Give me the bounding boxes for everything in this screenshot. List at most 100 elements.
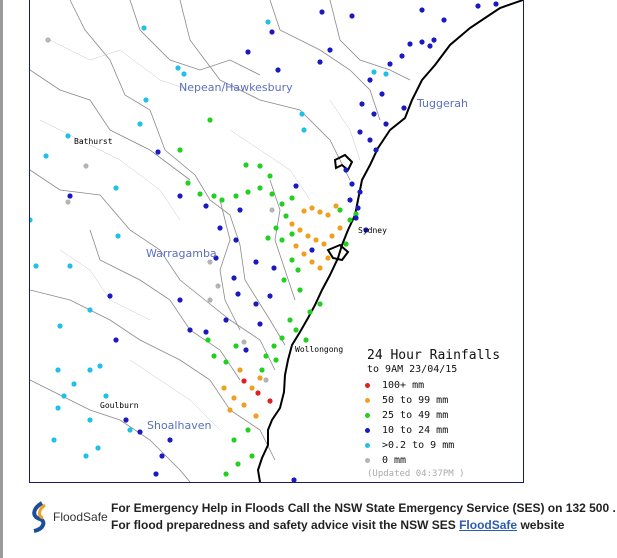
gauge-dot bbox=[237, 207, 243, 213]
gauge-dot bbox=[289, 257, 295, 263]
gauge-dot bbox=[227, 407, 233, 413]
footer: FloodSafe For Emergency Help in Floods C… bbox=[28, 497, 616, 537]
floodsafe-logo[interactable]: FloodSafe bbox=[28, 501, 108, 533]
legend-label: 0 mm bbox=[382, 455, 407, 466]
gauge-dot bbox=[213, 255, 219, 261]
gauge-dot bbox=[185, 180, 191, 186]
legend-item: 50 to 99 mm bbox=[362, 393, 454, 408]
gauge-dot bbox=[211, 193, 217, 199]
floodsafe-logo-icon bbox=[32, 501, 46, 533]
rainfall-map: Nepean/Hawkesbury Tuggerah Warragamba Sh… bbox=[29, 0, 524, 483]
gauge-dot bbox=[379, 91, 385, 97]
gauge-dot bbox=[317, 301, 323, 307]
legend-swatch bbox=[365, 443, 370, 448]
gauge-dot bbox=[289, 231, 295, 237]
gauge-dot bbox=[407, 41, 413, 47]
floodsafe-link[interactable]: FloodSafe bbox=[459, 518, 518, 532]
gauge-dot bbox=[283, 213, 289, 219]
legend-label: 10 to 24 mm bbox=[382, 425, 449, 436]
footer-advice-suffix: website bbox=[517, 518, 565, 532]
gauge-dot bbox=[357, 129, 363, 135]
gauge-dot bbox=[249, 385, 255, 391]
rain-gauges bbox=[30, 1, 499, 482]
coastline bbox=[256, 0, 523, 482]
gauge-dot bbox=[233, 343, 239, 349]
footer-advice-prefix: For flood preparedness and safety advice… bbox=[111, 518, 460, 532]
gauge-dot bbox=[267, 293, 273, 299]
gauge-dot bbox=[441, 17, 447, 23]
gauge-dot bbox=[363, 227, 369, 233]
gauge-dot bbox=[61, 393, 67, 399]
gauge-dot bbox=[287, 317, 293, 323]
gauge-dot bbox=[231, 275, 237, 281]
gauge-dot bbox=[275, 67, 281, 73]
gauge-dot bbox=[383, 71, 389, 77]
gauge-dot bbox=[207, 297, 213, 303]
gauge-dot bbox=[475, 3, 481, 9]
town-label-sydney: Sydney bbox=[358, 226, 387, 235]
legend-subtitle: to 9AM 23/04/15 bbox=[367, 364, 458, 375]
footer-advice-line: For flood preparedness and safety advice… bbox=[111, 518, 564, 532]
gauge-dot bbox=[265, 235, 271, 241]
gauge-dot bbox=[181, 71, 187, 77]
gauge-dot bbox=[387, 61, 393, 67]
gauge-dot bbox=[211, 353, 217, 359]
gauge-dot bbox=[123, 417, 129, 423]
gauge-dot bbox=[257, 375, 263, 381]
gauge-dot bbox=[67, 263, 73, 269]
gauge-dot bbox=[257, 321, 263, 327]
gauge-dot bbox=[233, 193, 239, 199]
gauge-dot bbox=[301, 127, 307, 133]
gauge-dot bbox=[317, 209, 323, 215]
gauge-dot bbox=[347, 197, 353, 203]
gauge-dot bbox=[367, 77, 373, 83]
gauge-dot bbox=[279, 335, 285, 341]
legend-label: 25 to 49 mm bbox=[382, 410, 449, 421]
gauge-dot bbox=[143, 97, 149, 103]
gauge-dot bbox=[333, 203, 339, 209]
gauge-dot bbox=[177, 193, 183, 199]
gauge-dot bbox=[279, 201, 285, 207]
gauge-dot bbox=[309, 259, 315, 265]
gauge-dot bbox=[57, 323, 63, 329]
gauge-dot bbox=[353, 211, 359, 217]
gauge-dot bbox=[263, 353, 269, 359]
gauge-dot bbox=[267, 398, 273, 404]
gauge-dot bbox=[265, 19, 271, 25]
gauge-dot bbox=[87, 417, 93, 423]
gauge-dot bbox=[303, 337, 309, 343]
gauge-dot bbox=[159, 453, 165, 459]
gauge-dot bbox=[343, 167, 349, 173]
gauge-dot bbox=[103, 393, 109, 399]
gauge-dot bbox=[223, 359, 229, 365]
gauge-dot bbox=[51, 437, 57, 443]
gauge-dot bbox=[291, 477, 297, 482]
gauge-dot bbox=[317, 265, 323, 271]
legend-item: 0 mm bbox=[362, 453, 454, 468]
gauge-dot bbox=[113, 337, 119, 343]
gauge-dot bbox=[301, 208, 307, 214]
legend-swatch bbox=[365, 458, 370, 463]
legend-label: >0.2 to 9 mm bbox=[382, 440, 455, 451]
gauge-dot bbox=[317, 59, 323, 65]
gauge-dot bbox=[253, 259, 259, 265]
gauge-dot bbox=[357, 189, 363, 195]
gauge-dot bbox=[347, 217, 353, 223]
river-network bbox=[39, 39, 361, 431]
gauge-dot bbox=[55, 367, 61, 373]
gauge-dot bbox=[305, 233, 311, 239]
legend-title: 24 Hour Rainfalls bbox=[367, 348, 501, 363]
legend-updated: (Updated 04:37PM ) bbox=[367, 469, 465, 479]
gauge-dot bbox=[293, 243, 299, 249]
legend-item: 10 to 24 mm bbox=[362, 423, 454, 438]
gauge-dot bbox=[141, 25, 147, 31]
gauge-dot bbox=[155, 149, 161, 155]
gauge-dot bbox=[177, 147, 183, 153]
catchment-label-tuggerah: Tuggerah bbox=[417, 97, 468, 110]
gauge-dot bbox=[269, 191, 275, 197]
gauge-dot bbox=[245, 49, 251, 55]
gauge-dot bbox=[221, 385, 227, 391]
gauge-dot bbox=[349, 13, 355, 19]
gauge-dot bbox=[309, 205, 315, 211]
gauge-dot bbox=[263, 377, 269, 383]
